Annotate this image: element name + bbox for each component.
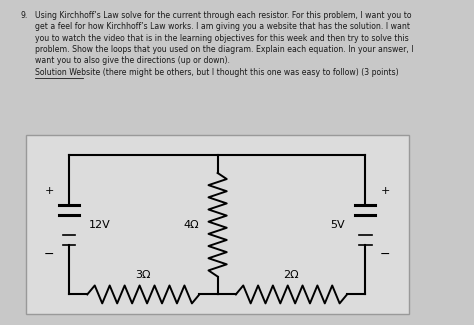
Text: 5V: 5V — [330, 220, 345, 230]
Text: Using Kirchhoff’s Law solve for the current through each resistor. For this prob: Using Kirchhoff’s Law solve for the curr… — [36, 11, 412, 20]
Text: −: − — [44, 248, 54, 261]
Text: +: + — [381, 186, 390, 196]
Text: −: − — [380, 248, 391, 261]
Text: +: + — [44, 186, 54, 196]
Text: you to watch the video that is in the learning objectives for this week and then: you to watch the video that is in the le… — [36, 33, 409, 43]
Text: 9.: 9. — [21, 11, 28, 20]
Text: Solution Website (there might be others, but I thought this one was easy to foll: Solution Website (there might be others,… — [36, 68, 399, 77]
Text: 12V: 12V — [89, 220, 111, 230]
Text: get a feel for how Kirchhoff’s Law works. I am giving you a website that has the: get a feel for how Kirchhoff’s Law works… — [36, 22, 410, 31]
Text: 4Ω: 4Ω — [184, 220, 200, 230]
Text: want you to also give the directions (up or down).: want you to also give the directions (up… — [36, 57, 230, 65]
FancyBboxPatch shape — [26, 135, 409, 314]
Text: 2Ω: 2Ω — [283, 269, 299, 280]
Text: problem. Show the loops that you used on the diagram. Explain each equation. In : problem. Show the loops that you used on… — [36, 45, 414, 54]
Text: 3Ω: 3Ω — [136, 269, 151, 280]
